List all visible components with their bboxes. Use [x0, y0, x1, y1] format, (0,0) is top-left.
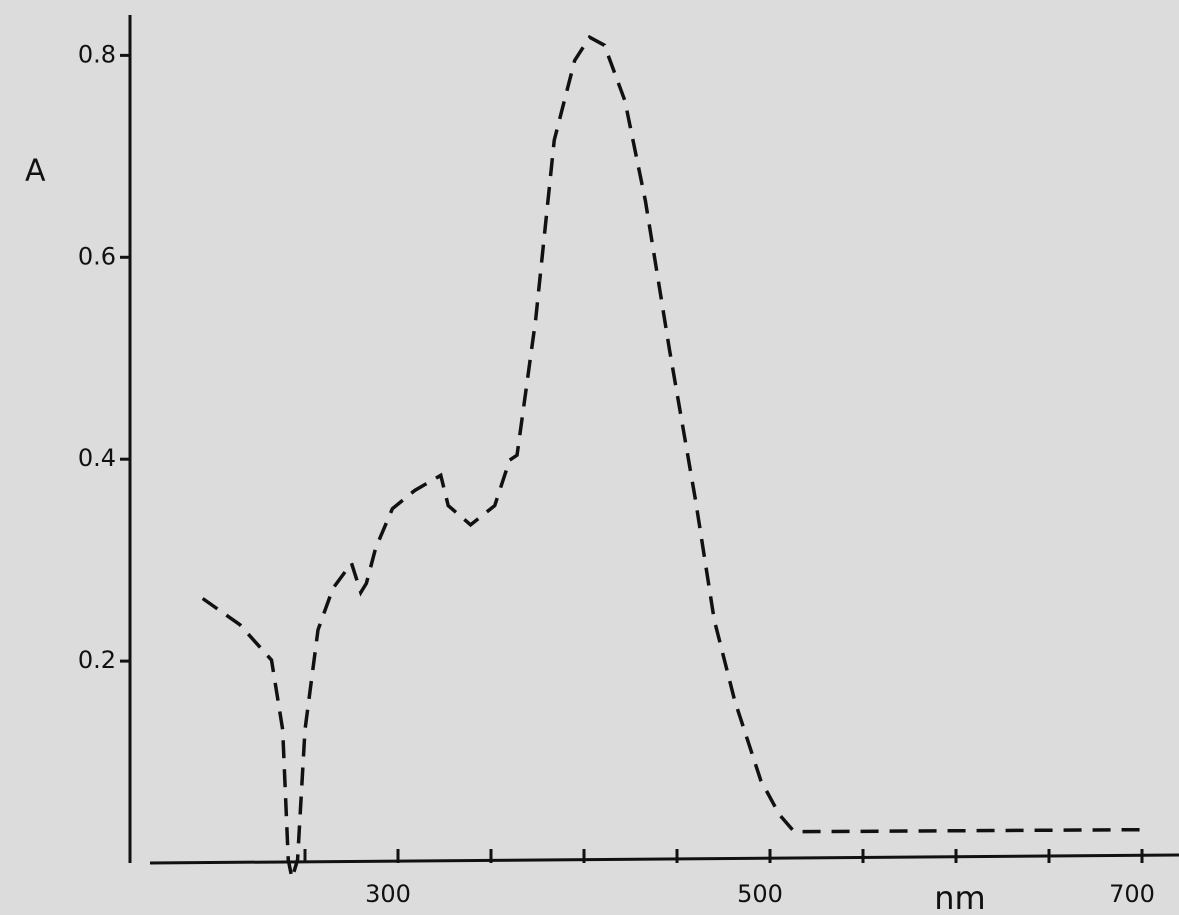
x-tick-label: 500 [737, 880, 783, 908]
y-axis-label: A [25, 154, 46, 189]
y-tick-label: 0.4 [78, 444, 116, 472]
y-tick-label: 0.2 [78, 646, 116, 674]
spectrum-line [201, 34, 1141, 879]
x-axis-label: nm [934, 879, 985, 915]
y-tick-label: 0.6 [78, 242, 116, 270]
x-axis [149, 853, 1179, 865]
y-tick-label: 0.8 [78, 40, 116, 68]
x-tick-label: 700 [1109, 880, 1155, 908]
x-tick-label: 300 [365, 880, 411, 908]
